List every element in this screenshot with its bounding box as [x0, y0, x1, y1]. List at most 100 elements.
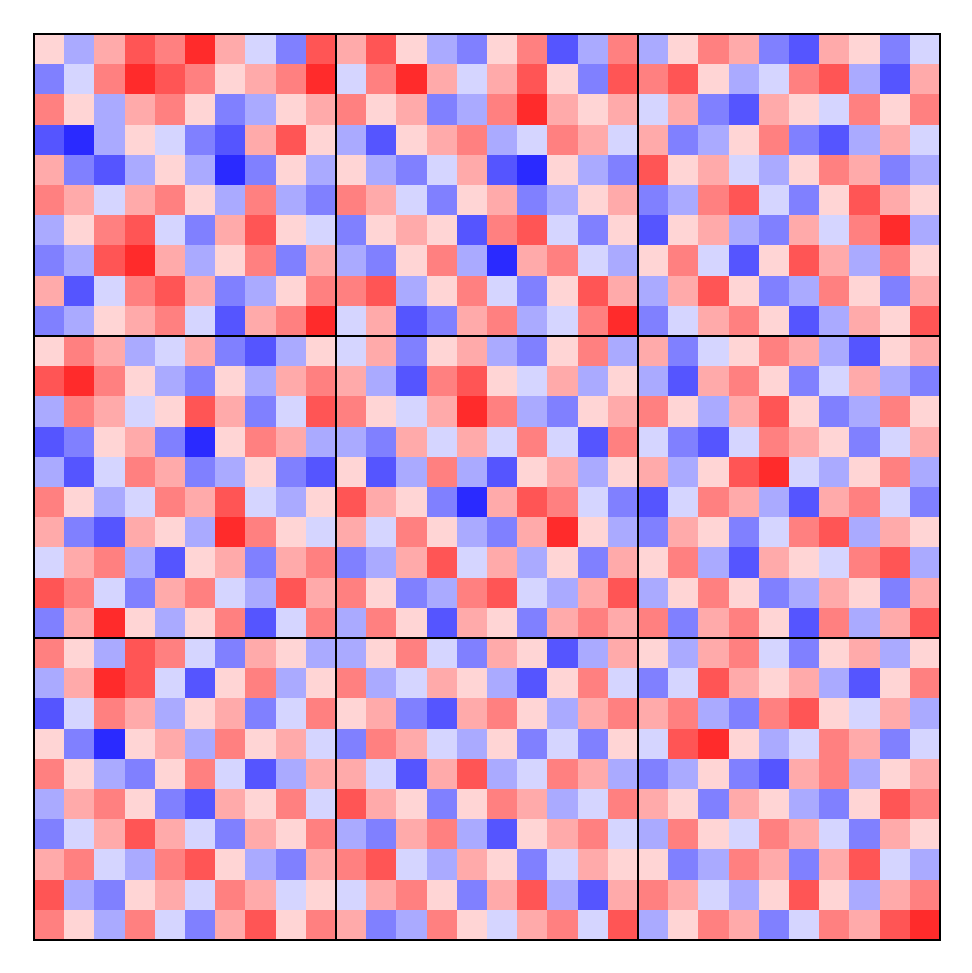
heatmap-cell: [759, 155, 790, 186]
heatmap-cell: [517, 729, 548, 760]
heatmap-cell: [608, 396, 638, 427]
heatmap-cell: [427, 547, 458, 578]
heatmap-cell: [366, 94, 397, 125]
heatmap-cell: [668, 306, 699, 336]
heatmap-cell: [427, 517, 458, 548]
heatmap-cell: [336, 789, 367, 820]
heatmap-cell: [64, 185, 95, 216]
heatmap-cell: [789, 578, 820, 609]
heatmap-cell: [638, 125, 669, 156]
cells: [638, 34, 940, 336]
heatmap-cell: [698, 487, 729, 518]
heatmap-cell: [789, 94, 820, 125]
heatmap-cell: [880, 396, 911, 427]
heatmap-cell: [306, 94, 336, 125]
heatmap-cell: [608, 759, 638, 790]
heatmap-cell: [215, 276, 246, 307]
heatmap-cell: [276, 34, 307, 65]
heatmap-cell: [789, 185, 820, 216]
heatmap-cell: [125, 64, 156, 95]
heatmap-cell: [185, 457, 216, 488]
heatmap-cell: [185, 155, 216, 186]
heatmap-cell: [578, 880, 609, 911]
heatmap-cell: [578, 245, 609, 276]
heatmap-cell: [185, 668, 216, 699]
heatmap-cell: [276, 819, 307, 850]
heatmap-cell: [517, 366, 548, 397]
heatmap-cell: [155, 759, 186, 790]
heatmap-cell: [547, 729, 578, 760]
heatmap-cell: [64, 457, 95, 488]
heatmap-cell: [487, 94, 518, 125]
heatmap-cell: [578, 276, 609, 307]
heatmap-cell: [336, 759, 367, 790]
heatmap-cell: [125, 759, 156, 790]
heatmap-cell: [638, 276, 669, 307]
heatmap-cell: [245, 729, 276, 760]
cells: [34, 336, 336, 638]
heatmap-cell: [64, 729, 95, 760]
heatmap-cell: [578, 668, 609, 699]
figure: [0, 0, 972, 973]
heatmap-cell: [819, 880, 850, 911]
heatmap-cell: [759, 638, 790, 669]
heatmap-cell: [698, 94, 729, 125]
heatmap-cell: [638, 366, 669, 397]
heatmap-cell: [276, 789, 307, 820]
heatmap-cell: [698, 668, 729, 699]
heatmap-cell: [487, 487, 518, 518]
heatmap-cell: [668, 336, 699, 367]
heatmap-cell: [668, 910, 699, 940]
heatmap-cell: [487, 245, 518, 276]
heatmap-cell: [64, 155, 95, 186]
heatmap-cell: [215, 849, 246, 880]
heatmap-cell: [547, 849, 578, 880]
heatmap-cell: [880, 819, 911, 850]
heatmap-cell: [215, 638, 246, 669]
panel-frame: [34, 34, 336, 336]
heatmap-cell: [336, 336, 367, 367]
heatmap-cell: [185, 34, 216, 65]
heatmap-cell: [64, 849, 95, 880]
heatmap-cell: [668, 396, 699, 427]
heatmap-cell: [155, 125, 186, 156]
heatmap-cell: [910, 34, 940, 65]
heatmap-cell: [94, 608, 125, 638]
heatmap-cell: [608, 608, 638, 638]
panel-frame: [336, 638, 638, 940]
heatmap-cell: [427, 34, 458, 65]
heatmap-cell: [819, 487, 850, 518]
heatmap-cell: [64, 276, 95, 307]
heatmap-cell: [487, 819, 518, 850]
heatmap-cell: [698, 457, 729, 488]
heatmap-cell: [427, 487, 458, 518]
heatmap-cell: [849, 638, 880, 669]
heatmap-cell: [125, 880, 156, 911]
heatmap-cell: [759, 306, 790, 336]
heatmap-cell: [789, 336, 820, 367]
heatmap-cell: [245, 336, 276, 367]
heatmap-cell: [698, 336, 729, 367]
panel: [336, 34, 639, 337]
heatmap-cell: [125, 698, 156, 729]
heatmap-cell: [638, 94, 669, 125]
heatmap-cell: [427, 336, 458, 367]
heatmap-cell: [125, 245, 156, 276]
heatmap-cell: [34, 487, 65, 518]
heatmap-cell: [366, 819, 397, 850]
heatmap-cell: [578, 155, 609, 186]
heatmap-cell: [457, 125, 488, 156]
cells: [336, 638, 638, 940]
heatmap-cell: [880, 849, 911, 880]
heatmap-cell: [729, 789, 760, 820]
heatmap-cell: [306, 276, 336, 307]
heatmap-cell: [789, 729, 820, 760]
heatmap-cell: [910, 185, 940, 216]
heatmap-cell: [336, 849, 367, 880]
heatmap-cell: [789, 427, 820, 458]
heatmap-cell: [245, 215, 276, 246]
heatmap-cell: [880, 245, 911, 276]
heatmap-cell: [789, 245, 820, 276]
heatmap-cell: [789, 366, 820, 397]
heatmap-cell: [215, 578, 246, 609]
